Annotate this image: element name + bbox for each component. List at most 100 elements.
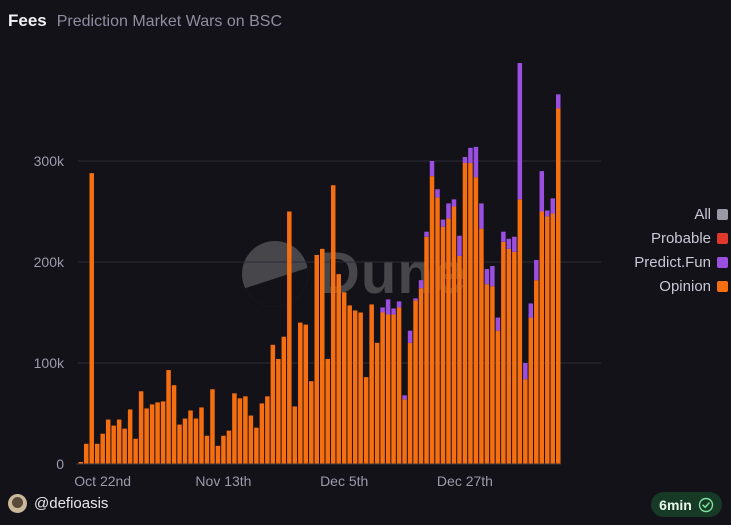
bar-predict-fun[interactable] — [512, 236, 517, 252]
bar-opinion[interactable] — [523, 379, 528, 464]
bar-opinion[interactable] — [270, 344, 276, 464]
bar-opinion[interactable] — [100, 433, 105, 464]
bar-opinion[interactable] — [89, 173, 94, 464]
bar-opinion[interactable] — [122, 428, 127, 464]
bar-opinion[interactable] — [435, 197, 440, 465]
bar-opinion[interactable] — [479, 228, 484, 464]
bar-opinion[interactable] — [215, 445, 221, 464]
bar-opinion[interactable] — [127, 409, 133, 464]
bar-opinion[interactable] — [237, 398, 243, 464]
bar-opinion[interactable] — [94, 443, 100, 464]
bar-opinion[interactable] — [462, 163, 468, 464]
bar-opinion[interactable] — [369, 304, 374, 464]
bar-opinion[interactable] — [232, 393, 237, 464]
bar-opinion[interactable] — [111, 425, 116, 464]
bar-predict-fun[interactable] — [506, 238, 512, 249]
bar-opinion[interactable] — [473, 177, 479, 464]
bar-opinion[interactable] — [413, 300, 418, 464]
bar-opinion[interactable] — [446, 218, 451, 464]
bar-opinion[interactable] — [451, 206, 457, 464]
bar-opinion[interactable] — [171, 385, 177, 464]
bar-opinion[interactable] — [517, 199, 523, 464]
bar-predict-fun[interactable] — [418, 280, 424, 289]
bar-opinion[interactable] — [358, 312, 363, 465]
bar-opinion[interactable] — [105, 419, 111, 464]
legend-item-opinion[interactable]: Opinion — [610, 274, 728, 298]
legend-item-probable[interactable]: Probable — [610, 226, 728, 250]
bar-opinion[interactable] — [528, 317, 534, 464]
bar-opinion[interactable] — [78, 461, 83, 464]
bar-predict-fun[interactable] — [391, 308, 396, 315]
bar-opinion[interactable] — [259, 403, 265, 464]
bar-predict-fun[interactable] — [534, 259, 539, 281]
bar-opinion[interactable] — [363, 377, 369, 464]
bar-opinion[interactable] — [396, 307, 402, 464]
bar-opinion[interactable] — [199, 407, 204, 464]
bar-predict-fun[interactable] — [446, 203, 451, 219]
bar-opinion[interactable] — [287, 211, 292, 465]
bar-predict-fun[interactable] — [413, 298, 418, 301]
bar-opinion[interactable] — [155, 402, 160, 464]
author-info[interactable]: @defioasis — [8, 494, 108, 513]
bar-opinion[interactable] — [319, 248, 325, 464]
bar-opinion[interactable] — [182, 418, 188, 464]
bar-opinion[interactable] — [204, 435, 210, 464]
bar-predict-fun[interactable] — [550, 198, 556, 214]
bar-predict-fun[interactable] — [484, 269, 490, 285]
bar-predict-fun[interactable] — [462, 156, 468, 164]
bar-opinion[interactable] — [495, 330, 501, 464]
bar-opinion[interactable] — [303, 324, 309, 464]
bar-predict-fun[interactable] — [435, 189, 440, 198]
bar-opinion[interactable] — [556, 108, 561, 464]
bar-predict-fun[interactable] — [539, 171, 545, 212]
bar-opinion[interactable] — [83, 443, 89, 464]
bar-opinion[interactable] — [352, 310, 358, 464]
bar-predict-fun[interactable] — [396, 301, 402, 308]
bar-opinion[interactable] — [336, 274, 341, 464]
bar-opinion[interactable] — [138, 391, 144, 464]
bar-opinion[interactable] — [298, 322, 303, 464]
bar-predict-fun[interactable] — [545, 210, 550, 217]
bar-opinion[interactable] — [325, 358, 330, 464]
bar-opinion[interactable] — [545, 216, 550, 464]
bar-opinion[interactable] — [116, 419, 122, 464]
bar-predict-fun[interactable] — [451, 199, 457, 207]
bar-opinion[interactable] — [424, 236, 429, 464]
bar-opinion[interactable] — [243, 396, 248, 464]
bar-opinion[interactable] — [550, 213, 556, 464]
bar-opinion[interactable] — [144, 408, 149, 464]
bar-predict-fun[interactable] — [380, 307, 385, 313]
bar-predict-fun[interactable] — [440, 219, 446, 227]
bar-opinion[interactable] — [457, 255, 462, 464]
bar-opinion[interactable] — [402, 399, 407, 464]
bar-opinion[interactable] — [193, 418, 199, 464]
bar-opinion[interactable] — [374, 342, 380, 464]
bar-opinion[interactable] — [188, 410, 193, 464]
bar-opinion[interactable] — [512, 251, 517, 464]
bar-opinion[interactable] — [385, 314, 391, 464]
bar-opinion[interactable] — [347, 305, 352, 464]
bar-opinion[interactable] — [539, 211, 545, 465]
bar-opinion[interactable] — [501, 241, 506, 464]
bar-opinion[interactable] — [380, 312, 385, 465]
bar-opinion[interactable] — [309, 381, 314, 464]
bar-opinion[interactable] — [490, 286, 495, 464]
bar-opinion[interactable] — [265, 396, 270, 464]
bar-predict-fun[interactable] — [402, 395, 407, 400]
bar-opinion[interactable] — [407, 342, 413, 464]
bar-opinion[interactable] — [429, 176, 435, 464]
bar-predict-fun[interactable] — [495, 317, 501, 331]
legend-item-predict-fun[interactable]: Predict.Fun — [610, 250, 728, 274]
bar-opinion[interactable] — [341, 292, 347, 464]
bar-opinion[interactable] — [418, 288, 424, 464]
bar-opinion[interactable] — [254, 427, 259, 464]
bar-predict-fun[interactable] — [473, 146, 479, 178]
bar-opinion[interactable] — [534, 280, 539, 464]
bar-predict-fun[interactable] — [490, 266, 495, 287]
bar-opinion[interactable] — [210, 389, 215, 464]
bar-opinion[interactable] — [506, 248, 512, 464]
bar-opinion[interactable] — [391, 314, 396, 464]
bar-opinion[interactable] — [221, 435, 226, 464]
bar-opinion[interactable] — [133, 438, 138, 464]
bar-opinion[interactable] — [281, 336, 287, 464]
